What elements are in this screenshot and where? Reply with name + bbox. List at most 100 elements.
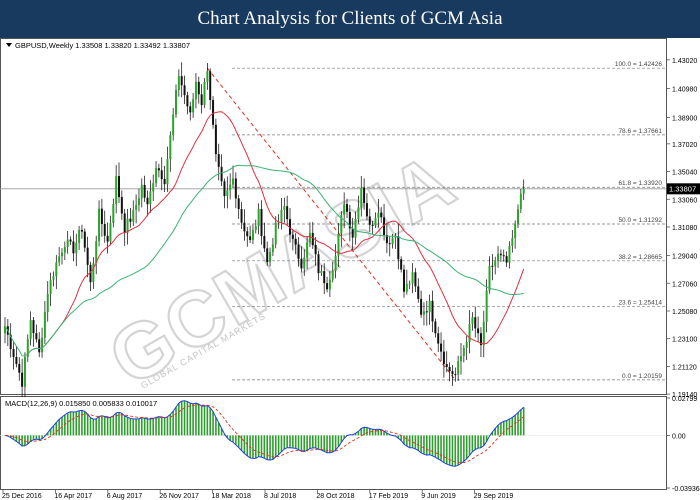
candle-body [186,95,189,107]
macd-histogram-bar [363,427,365,436]
candle-body [328,279,331,290]
candle-body [26,339,29,357]
macd-histogram-bar [66,412,69,436]
macd-histogram-bar [132,418,135,436]
macd-histogram-bar [377,429,380,436]
candle-body [420,298,423,315]
macd-histogram-bar [448,435,451,466]
candle-body [112,203,115,224]
candle-body [517,209,519,225]
chart-area[interactable]: GCMASIA GLOBAL CAPITAL MARKETS 100.0 = 1… [0,38,700,500]
candle-body [471,317,474,324]
macd-histogram-bar [232,435,234,443]
candle-body [115,176,118,204]
macd-histogram-bar [329,435,331,453]
candle-body [442,351,445,365]
header-bar: Chart Analysis for Clients of GCM Asia [0,0,700,38]
macd-histogram-bar [283,435,286,450]
candle-body [249,236,252,241]
candle-body [46,294,49,313]
macd-histogram-bar [320,435,323,451]
macd-histogram-bar [135,418,137,436]
macd-histogram-bar [483,435,485,446]
candle-body [499,253,502,256]
macd-histogram-bar [72,411,75,436]
macd-histogram-bar [491,431,494,436]
candle-body [109,223,112,242]
candle-body [206,71,209,82]
candle-body [78,229,81,243]
macd-histogram-bar [445,435,448,465]
candle-body [217,154,220,167]
macd-histogram-bar [86,414,89,436]
price-axis: 1.43020 1.40980 1.38900 1.37020 1.35040 1.330… [666,58,697,399]
macd-histogram-bar [138,418,140,436]
macd-histogram-bar [81,410,83,436]
candle-body [437,333,440,344]
candle-body [403,269,405,292]
fibonacci-level-label: 23.6 = 1.25414 [618,299,662,306]
candle-body [440,343,443,352]
macd-histogram-bar [212,411,214,436]
candle-body [98,208,101,242]
candle-body [405,283,408,292]
macd-histogram-bar [141,417,143,436]
candle-body [306,242,309,258]
candle-body [323,271,326,284]
candle-body [234,178,237,199]
macd-histogram-bar [257,435,260,457]
macd-histogram-bar [178,403,180,436]
macd-histogram-bar [21,435,23,447]
time-tick-label: 17 Feb 2019 [369,493,408,500]
candle-body [251,230,254,241]
current-price-tag: 1.33807 [667,183,700,195]
candle-body [203,81,206,106]
macd-histogram-bar [121,413,123,436]
macd-histogram-bar [143,418,146,436]
macd-histogram-bar [312,435,314,448]
time-tick-label: 16 Apr 2017 [54,493,92,500]
macd-histogram-bar [334,435,337,451]
candle-body [83,231,86,248]
candle-body [448,366,451,372]
candle-body [494,260,497,267]
candle-body [254,226,257,231]
macd-histogram-bar [440,435,442,461]
macd-histogram-bar [354,433,357,436]
macd-histogram-bar [198,404,200,436]
candle-body [49,279,52,295]
macd-histogram-bar [32,435,35,440]
candle-body [360,187,363,208]
candle-body [246,231,249,237]
price-panel [0,38,667,395]
macd-histogram-bar [360,428,363,436]
macd-histogram-bar [192,403,194,436]
macd-histogram-bar [55,422,58,436]
fibonacci-level-label: 38.2 = 1.28665 [618,254,662,261]
macd-histogram-bar [428,435,431,455]
macd-histogram-bar [180,401,183,436]
candle-body [474,317,477,329]
candle-body [35,333,38,340]
candle-body [451,371,454,375]
dropdown-arrow-icon[interactable] [6,43,12,47]
candle-body [63,247,66,253]
candle-body [300,258,303,269]
candle-body [12,349,15,357]
macd-histogram-bar [69,411,72,436]
macd-histogram-bar [189,403,192,436]
time-tick-label: 28 Oct 2018 [316,493,354,500]
macd-histogram-bar [158,416,160,436]
macd-histogram-bar [215,417,217,436]
candle-body [519,193,522,210]
macd-histogram-bar [494,428,496,436]
macd-histogram-bar [155,417,157,436]
price-tick-label: 1.23100 [672,337,697,344]
macd-histogram-bar [146,419,149,436]
candle-body [169,135,172,160]
macd-histogram-bar [369,428,371,436]
macd-histogram-bar [403,435,405,445]
macd-histogram-bar [149,419,152,436]
candle-body [488,265,491,291]
